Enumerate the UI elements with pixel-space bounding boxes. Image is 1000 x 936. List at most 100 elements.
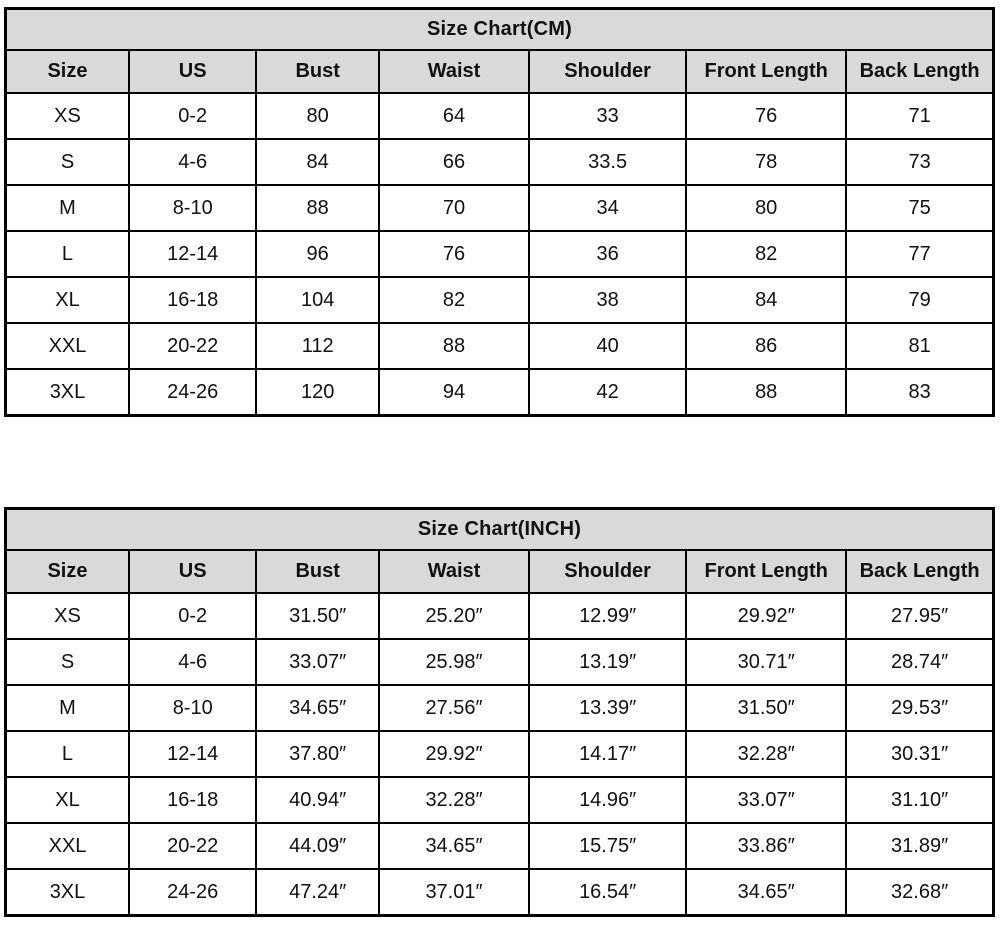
column-header-bust: Bust — [255, 549, 380, 594]
table-cell: 86 — [685, 322, 848, 370]
table-cell: 80 — [255, 92, 380, 140]
table-cell: XXL — [4, 822, 130, 870]
table-row: XS 0-2 80 64 33 76 71 — [4, 92, 995, 140]
table-cell: 96 — [255, 230, 380, 278]
table-cell: 12-14 — [127, 730, 258, 778]
table-cell: 30.71″ — [685, 638, 848, 686]
column-header-back-length: Back Length — [845, 549, 995, 594]
column-header-waist: Waist — [377, 549, 531, 594]
table-cell: 33.86″ — [685, 822, 848, 870]
table-cell: 32.28″ — [377, 776, 531, 824]
table-cell: 16-18 — [127, 276, 258, 324]
column-header-row: Size US Bust Waist Shoulder Front Length Back … — [4, 549, 995, 594]
table-cell: 33.07″ — [255, 638, 380, 686]
table-cell: XS — [4, 92, 130, 140]
table-cell: 12-14 — [127, 230, 258, 278]
table-cell: 33.07″ — [685, 776, 848, 824]
table-title-row: Size Chart(INCH) — [4, 507, 995, 551]
table-cell: 8-10 — [127, 684, 258, 732]
table-cell: XS — [4, 592, 130, 640]
table-cell: 30.31″ — [845, 730, 995, 778]
table-cell: 42 — [528, 368, 688, 417]
table-cell: 32.28″ — [685, 730, 848, 778]
table-cell: 37.01″ — [377, 868, 531, 917]
column-header-row: Size US Bust Waist Shoulder Front Length Back … — [4, 49, 995, 94]
table-cell: 31.10″ — [845, 776, 995, 824]
column-header-size: Size — [4, 549, 130, 594]
table-cell: 88 — [255, 184, 380, 232]
column-header-back-length: Back Length — [845, 49, 995, 94]
table-cell: M — [4, 684, 130, 732]
size-chart-cm-table: Size Chart(CM) Size US Bust Waist Shoulder Fro… — [4, 7, 995, 417]
table-cell: 34 — [528, 184, 688, 232]
table-cell: 81 — [845, 322, 995, 370]
table-cell: 29.92″ — [685, 592, 848, 640]
table-row: XXL 20-22 44.09″ 34.65″ 15.75″ 33.86″ 31.89″ — [4, 822, 995, 870]
table-cell: 94 — [377, 368, 531, 417]
table-cell: XXL — [4, 322, 130, 370]
table-cell: 82 — [685, 230, 848, 278]
table-cell: 31.50″ — [685, 684, 848, 732]
table-cell: 25.20″ — [377, 592, 531, 640]
table-cell: 12.99″ — [528, 592, 688, 640]
table-title: Size Chart(INCH) — [4, 507, 995, 551]
table-row: L 12-14 37.80″ 29.92″ 14.17″ 32.28″ 30.31″ — [4, 730, 995, 778]
column-header-us: US — [127, 549, 258, 594]
table-cell: 0-2 — [127, 92, 258, 140]
table-cell: 4-6 — [127, 138, 258, 186]
table-row: S 4-6 84 66 33.5 78 73 — [4, 138, 995, 186]
table-cell: 84 — [255, 138, 380, 186]
table-cell: 38 — [528, 276, 688, 324]
table-cell: 34.65″ — [377, 822, 531, 870]
table-cell: 14.17″ — [528, 730, 688, 778]
table-cell: 14.96″ — [528, 776, 688, 824]
table-row: 3XL 24-26 47.24″ 37.01″ 16.54″ 34.65″ 32.68″ — [4, 868, 995, 917]
table-row: 3XL 24-26 120 94 42 88 83 — [4, 368, 995, 417]
table-row: M 8-10 88 70 34 80 75 — [4, 184, 995, 232]
table-cell: 34.65″ — [685, 868, 848, 917]
column-header-waist: Waist — [377, 49, 531, 94]
table-cell: 75 — [845, 184, 995, 232]
table-cell: 33.5 — [528, 138, 688, 186]
table-cell: 3XL — [4, 368, 130, 417]
table-cell: 29.53″ — [845, 684, 995, 732]
table-cell: M — [4, 184, 130, 232]
table-cell: 79 — [845, 276, 995, 324]
table-cell: 8-10 — [127, 184, 258, 232]
table-row: XXL 20-22 112 88 40 86 81 — [4, 322, 995, 370]
table-cell: 64 — [377, 92, 531, 140]
table-cell: 36 — [528, 230, 688, 278]
table-cell: 88 — [377, 322, 531, 370]
table-cell: 40 — [528, 322, 688, 370]
table-cell: 24-26 — [127, 868, 258, 917]
table-cell: 84 — [685, 276, 848, 324]
table-row: L 12-14 96 76 36 82 77 — [4, 230, 995, 278]
table-cell: 16.54″ — [528, 868, 688, 917]
table-cell: 112 — [255, 322, 380, 370]
table-cell: 27.56″ — [377, 684, 531, 732]
table-cell: 44.09″ — [255, 822, 380, 870]
table-cell: 33 — [528, 92, 688, 140]
table-cell: 13.19″ — [528, 638, 688, 686]
column-header-shoulder: Shoulder — [528, 49, 688, 94]
table-cell: 47.24″ — [255, 868, 380, 917]
table-cell: 32.68″ — [845, 868, 995, 917]
table-cell: XL — [4, 776, 130, 824]
size-chart-inch-table: Size Chart(INCH) Size US Bust Waist Shoulder F… — [4, 507, 995, 917]
table-cell: 40.94″ — [255, 776, 380, 824]
table-cell: 20-22 — [127, 822, 258, 870]
table-cell: 3XL — [4, 868, 130, 917]
table-cell: 24-26 — [127, 368, 258, 417]
table-row: XL 16-18 40.94″ 32.28″ 14.96″ 33.07″ 31.10″ — [4, 776, 995, 824]
table-cell: 4-6 — [127, 638, 258, 686]
column-header-front-length: Front Length — [685, 49, 848, 94]
table-cell: 80 — [685, 184, 848, 232]
table-cell: L — [4, 230, 130, 278]
table-cell: 88 — [685, 368, 848, 417]
table-cell: 20-22 — [127, 322, 258, 370]
table-cell: 29.92″ — [377, 730, 531, 778]
table-cell: 120 — [255, 368, 380, 417]
column-header-shoulder: Shoulder — [528, 549, 688, 594]
table-cell: 70 — [377, 184, 531, 232]
table-cell: 27.95″ — [845, 592, 995, 640]
